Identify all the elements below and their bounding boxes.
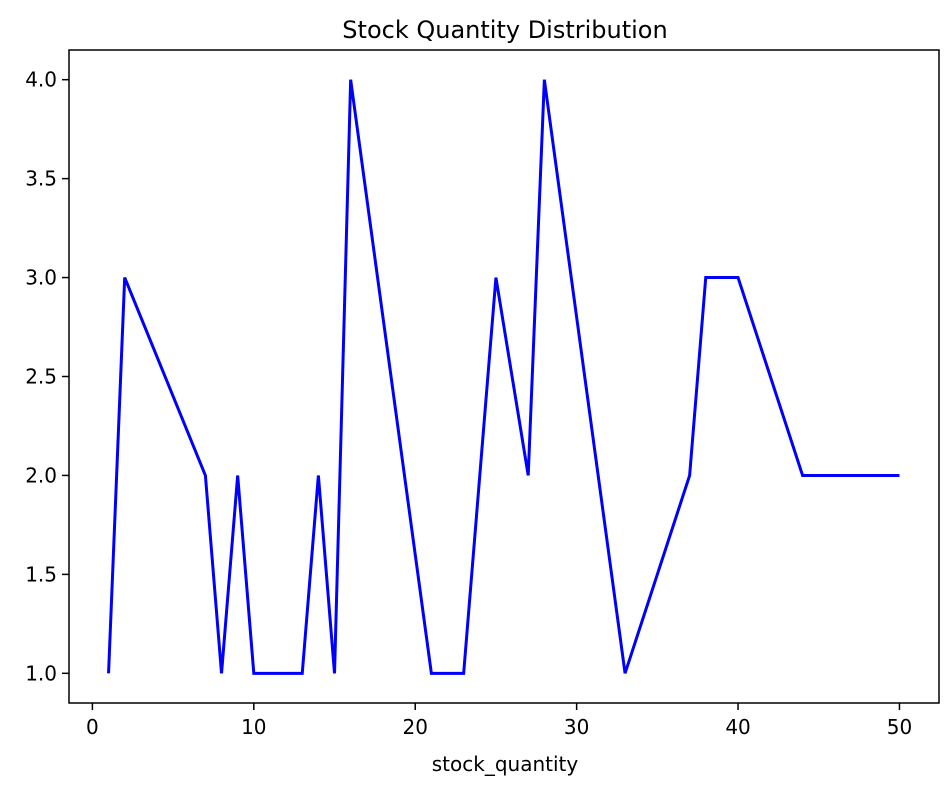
y-tick-label: 1.0 <box>25 661 57 685</box>
x-tick-label: 20 <box>402 715 427 739</box>
y-tick-label: 1.5 <box>25 562 57 586</box>
series-line-0 <box>107 79 900 675</box>
y-tick-label: 3.0 <box>25 266 57 290</box>
y-tick-label: 3.5 <box>25 167 57 191</box>
x-axis-title: stock_quantity <box>432 752 579 776</box>
y-tick-label: 2.5 <box>25 365 57 389</box>
y-tick-label: 4.0 <box>25 68 57 92</box>
x-axis: 0 10 20 30 40 50 <box>86 703 912 739</box>
x-tick-label: 0 <box>86 715 99 739</box>
chart-title: Stock Quantity Distribution <box>342 16 667 44</box>
x-tick-label: 10 <box>241 715 266 739</box>
x-tick-label: 40 <box>725 715 750 739</box>
x-tick-label: 30 <box>564 715 589 739</box>
y-axis: 1.0 1.5 2.0 2.5 3.0 3.5 4.0 <box>25 68 69 685</box>
y-tick-label: 2.0 <box>25 463 57 487</box>
x-tick-label: 50 <box>887 715 912 739</box>
